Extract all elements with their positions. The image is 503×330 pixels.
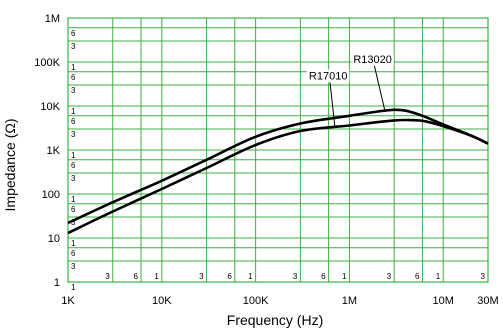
y-minor-label: 1: [71, 195, 76, 204]
tick-labels: 1K 10K 100K 1M 10M 30M 1 10 100 1K 10K 100K 1M: [34, 13, 498, 307]
x-minor-label: 3: [293, 272, 298, 281]
annotation-r17010: R17010: [309, 71, 348, 83]
annotation-r13020: R13020: [353, 54, 392, 66]
x-minor-label: 3: [387, 272, 392, 281]
series-line-r17010: [67, 118, 489, 235]
y-minor-label: 6: [71, 249, 76, 258]
y-tick-label: 100: [42, 189, 60, 201]
series-curves: [67, 108, 489, 235]
y-tick-label: 10K: [40, 101, 60, 113]
y-minor-label: 6: [71, 117, 76, 126]
y-tick-label: 1M: [45, 13, 60, 25]
y-minor-label: 1: [71, 283, 76, 292]
x-minor-label: 6: [134, 272, 139, 281]
y-minor-label: 6: [71, 73, 76, 82]
x-tick-label: 100K: [243, 295, 269, 307]
series-line-r13020: [67, 108, 489, 225]
annotation-leader-line: [329, 82, 336, 128]
x-minor-label: 1: [154, 272, 159, 281]
x-tick-label: 30M: [477, 295, 498, 307]
x-minor-label: 1: [342, 272, 347, 281]
x-axis-label: Frequency (Hz): [227, 312, 323, 328]
y-tick-label: 10: [48, 233, 60, 245]
x-minor-label: 1: [248, 272, 253, 281]
x-tick-label: 1M: [342, 295, 357, 307]
annotation-background: [351, 52, 394, 66]
y-tick-label: 100K: [34, 57, 60, 69]
grid: [67, 17, 489, 283]
y-minor-label: 1: [71, 107, 76, 116]
x-minor-label: 3: [199, 272, 204, 281]
y-minor-label: 1: [71, 151, 76, 160]
x-minor-label: 6: [415, 272, 420, 281]
y-minor-label: 1: [71, 239, 76, 248]
x-minor-label: 3: [105, 272, 110, 281]
y-minor-label: 3: [71, 130, 76, 139]
y-tick-label: 1: [54, 277, 60, 289]
x-minor-label: 6: [321, 272, 326, 281]
x-tick-label: 1K: [61, 295, 75, 307]
x-minor-label: 3: [481, 272, 486, 281]
y-minor-label: 3: [71, 174, 76, 183]
y-minor-label: 1: [71, 63, 76, 72]
x-minor-label: 6: [227, 272, 232, 281]
annotation-background: [306, 69, 350, 83]
annotation-leader-line: [373, 65, 386, 112]
y-axis-label: Impedance (Ω): [2, 119, 18, 212]
y-minor-label: 6: [71, 205, 76, 214]
plot-frame: [67, 17, 489, 283]
series-annotations: R13020 R17010: [306, 52, 394, 128]
y-tick-label: 1K: [47, 145, 61, 157]
y-minor-label: 6: [71, 29, 76, 38]
y-minor-label: 6: [71, 161, 76, 170]
x-tick-label: 10M: [433, 295, 454, 307]
x-minor-label: 1: [436, 272, 441, 281]
y-minor-label: 3: [71, 86, 76, 95]
y-minor-label: 3: [71, 262, 76, 271]
y-minor-label: 3: [71, 218, 76, 227]
x-tick-label: 10K: [152, 295, 172, 307]
y-minor-label: 3: [71, 42, 76, 51]
